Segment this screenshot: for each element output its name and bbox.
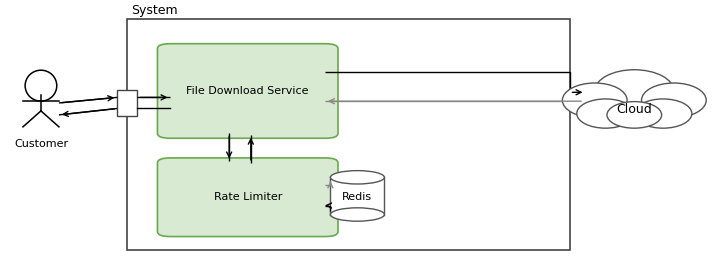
Text: System: System (131, 4, 178, 17)
Ellipse shape (331, 171, 384, 184)
Text: File Download Service: File Download Service (186, 86, 309, 96)
Text: Redis: Redis (342, 192, 373, 202)
FancyBboxPatch shape (157, 158, 338, 236)
Bar (331, 177, 384, 215)
Text: Customer: Customer (14, 139, 68, 149)
Text: Cloud: Cloud (617, 103, 652, 116)
Bar (117, 90, 137, 115)
FancyBboxPatch shape (157, 44, 338, 138)
Text: Rate Limiter: Rate Limiter (214, 192, 282, 202)
Bar (127, 19, 570, 250)
Ellipse shape (331, 208, 384, 221)
